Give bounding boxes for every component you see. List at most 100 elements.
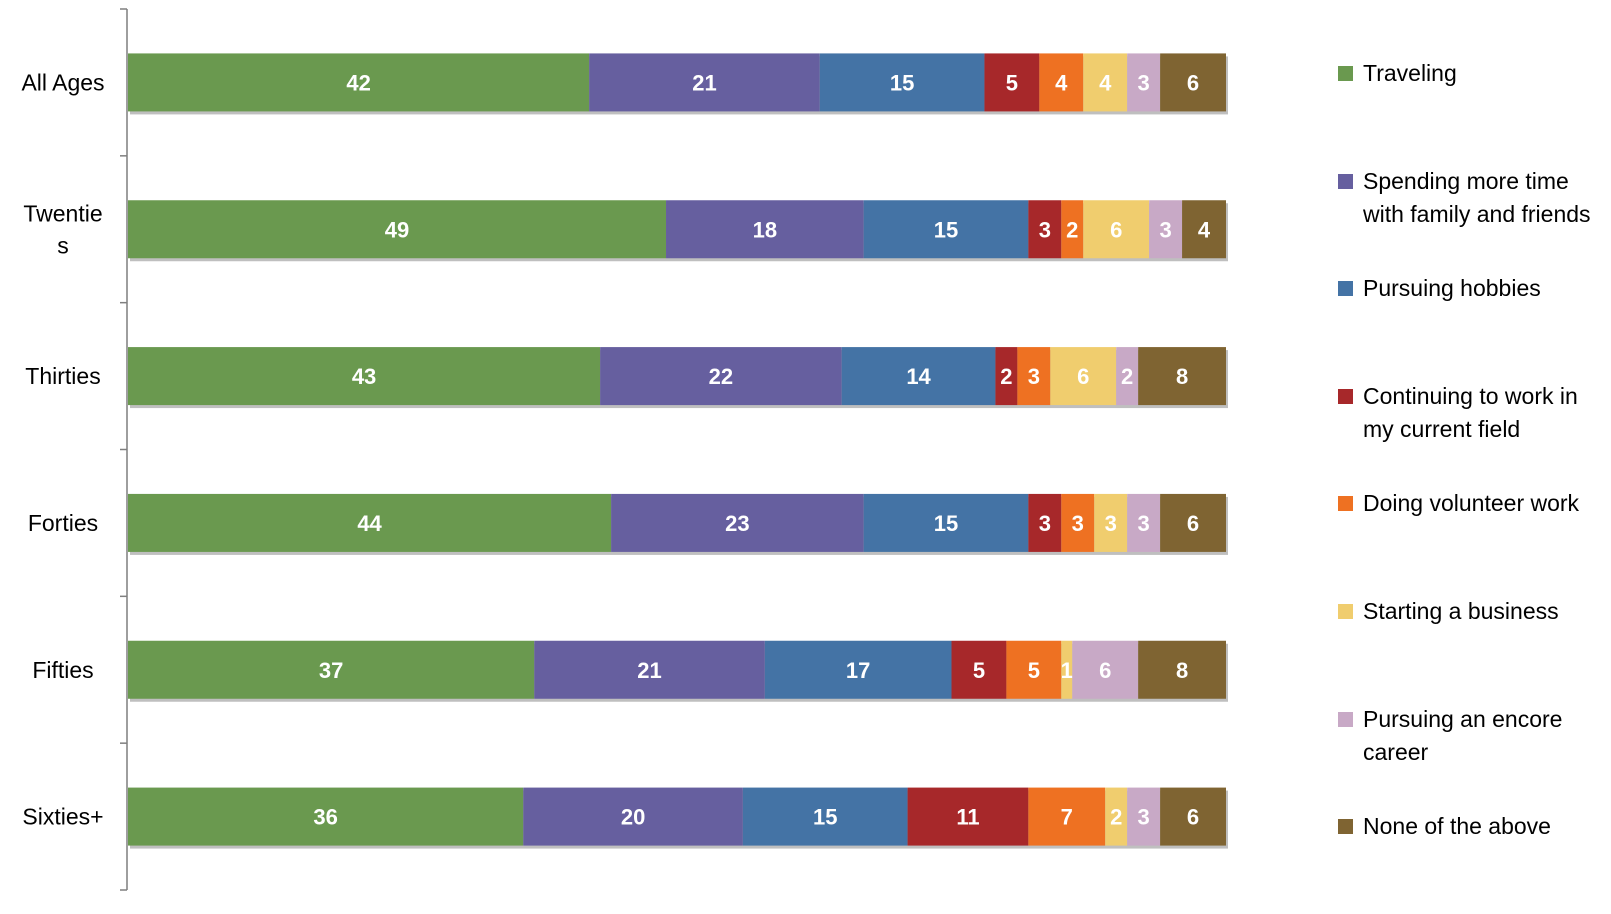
category-label: Twentie s bbox=[23, 200, 102, 258]
bar-segment bbox=[666, 200, 864, 259]
bar-segment bbox=[1050, 347, 1117, 406]
legend-swatch bbox=[1338, 389, 1353, 404]
bar-value-label: 6 bbox=[1187, 805, 1199, 830]
bar-segment bbox=[1160, 53, 1226, 112]
bar-value-label: 2 bbox=[1000, 364, 1012, 389]
bar-segment bbox=[1028, 200, 1062, 259]
bar-value-label: 3 bbox=[1159, 217, 1171, 242]
bar-segment bbox=[863, 493, 1029, 552]
bar-segment bbox=[819, 53, 985, 112]
bar-segment bbox=[534, 640, 765, 699]
bar-segment bbox=[128, 53, 590, 112]
legend-label: Continuing to work in my current field bbox=[1363, 383, 1578, 442]
legend-swatch bbox=[1338, 174, 1353, 189]
bar-segment bbox=[1061, 493, 1095, 552]
bar-segment bbox=[128, 787, 524, 846]
bar-value-label: 1 bbox=[1061, 658, 1073, 683]
bar-value-label: 15 bbox=[813, 805, 837, 830]
category-labels: All Ages Twentie s Thirties Forties Fifties Si… bbox=[21, 69, 104, 829]
legend-swatch bbox=[1338, 66, 1353, 81]
bar-value-label: 8 bbox=[1176, 364, 1188, 389]
bar-segment bbox=[1061, 200, 1084, 259]
bar-value-label: 6 bbox=[1099, 658, 1111, 683]
legend-swatch bbox=[1338, 281, 1353, 296]
bar-segment bbox=[1028, 787, 1106, 846]
category-label: All Ages bbox=[21, 69, 104, 95]
bar-value-label: 22 bbox=[709, 364, 733, 389]
bar-segment bbox=[600, 347, 842, 406]
bar-value-label: 3 bbox=[1072, 511, 1084, 536]
bar-segment bbox=[1072, 640, 1139, 699]
category-label: Forties bbox=[28, 510, 98, 536]
bar-segment bbox=[907, 787, 1029, 846]
bars: 42 21 15 5 4 4 3 649 18 15 3 2 6 3 443 22 14 2 3 6 2 844 23 15 3… bbox=[128, 53, 1228, 849]
bar-segment bbox=[128, 493, 612, 552]
bar-value-label: 15 bbox=[890, 70, 914, 95]
category-label: Sixties+ bbox=[22, 804, 103, 830]
bar-value-label: 37 bbox=[319, 658, 343, 683]
bar-value-label: 36 bbox=[313, 805, 337, 830]
legend-label: Pursuing hobbies bbox=[1363, 275, 1541, 301]
bar-value-label: 3 bbox=[1138, 805, 1150, 830]
bar-value-label: 17 bbox=[846, 658, 870, 683]
bar-segment bbox=[611, 493, 864, 552]
bar-value-label: 21 bbox=[637, 658, 661, 683]
bar-value-label: 5 bbox=[1006, 70, 1018, 95]
bar-value-label: 2 bbox=[1110, 805, 1122, 830]
bar-value-label: 20 bbox=[621, 805, 645, 830]
bar-segment bbox=[1149, 200, 1183, 259]
bar-value-label: 3 bbox=[1028, 364, 1040, 389]
category-axis bbox=[120, 8, 128, 891]
bar-value-label: 4 bbox=[1198, 217, 1211, 242]
bar-segment bbox=[1127, 493, 1161, 552]
legend-label: Pursuing an encore career bbox=[1363, 706, 1563, 765]
bar-value-label: 6 bbox=[1187, 511, 1199, 536]
bar-value-label: 3 bbox=[1138, 70, 1150, 95]
legend-swatch bbox=[1338, 604, 1353, 619]
bar-value-label: 14 bbox=[906, 364, 931, 389]
bar-value-label: 15 bbox=[934, 511, 958, 536]
bar-value-label: 8 bbox=[1176, 658, 1188, 683]
bar-segment bbox=[1127, 787, 1161, 846]
bar-value-label: 6 bbox=[1187, 70, 1199, 95]
legend-swatch bbox=[1338, 712, 1353, 727]
bar-segment bbox=[951, 640, 1007, 699]
bar-segment bbox=[1083, 53, 1128, 112]
bar-value-label: 21 bbox=[692, 70, 716, 95]
bar-value-label: 3 bbox=[1039, 217, 1051, 242]
legend: Traveling Spending more time with family … bbox=[1338, 0, 1611, 914]
bar-segment bbox=[1127, 53, 1161, 112]
bar-value-label: 7 bbox=[1061, 805, 1073, 830]
bar-segment bbox=[1105, 787, 1128, 846]
bar-value-label: 42 bbox=[346, 70, 370, 95]
bar-value-label: 6 bbox=[1077, 364, 1089, 389]
bar-value-label: 4 bbox=[1099, 70, 1112, 95]
bar-value-label: 43 bbox=[352, 364, 376, 389]
legend-label: Starting a business bbox=[1363, 598, 1559, 624]
bar-segment bbox=[128, 200, 667, 259]
bar-value-label: 2 bbox=[1121, 364, 1133, 389]
bar-segment bbox=[984, 53, 1040, 112]
bar-segment bbox=[128, 347, 601, 406]
bar-segment bbox=[1039, 53, 1084, 112]
bar-value-label: 18 bbox=[753, 217, 777, 242]
bar-segment bbox=[1017, 347, 1051, 406]
legend-swatch bbox=[1338, 496, 1353, 511]
category-label: Fifties bbox=[32, 657, 93, 683]
bar-segment bbox=[1116, 347, 1139, 406]
bar-value-label: 5 bbox=[973, 658, 985, 683]
legend-swatch bbox=[1338, 819, 1353, 834]
bar-segment bbox=[764, 640, 952, 699]
bar-segment bbox=[1006, 640, 1062, 699]
stacked-bar-chart: 42 21 15 5 4 4 3 649 18 15 3 2 6 3 443 22 14 2 3 6 2 844 23 15 3… bbox=[21, 8, 1228, 891]
bar-value-label: 3 bbox=[1039, 511, 1051, 536]
bar-segment bbox=[841, 347, 996, 406]
legend-label: Traveling bbox=[1363, 60, 1457, 86]
bar-segment bbox=[1138, 347, 1226, 406]
bar-segment bbox=[1061, 640, 1073, 699]
bar-value-label: 6 bbox=[1110, 217, 1122, 242]
bar-segment bbox=[1182, 200, 1226, 259]
bar-segment bbox=[128, 640, 535, 699]
bar-value-label: 2 bbox=[1066, 217, 1078, 242]
bar-value-label: 15 bbox=[934, 217, 958, 242]
